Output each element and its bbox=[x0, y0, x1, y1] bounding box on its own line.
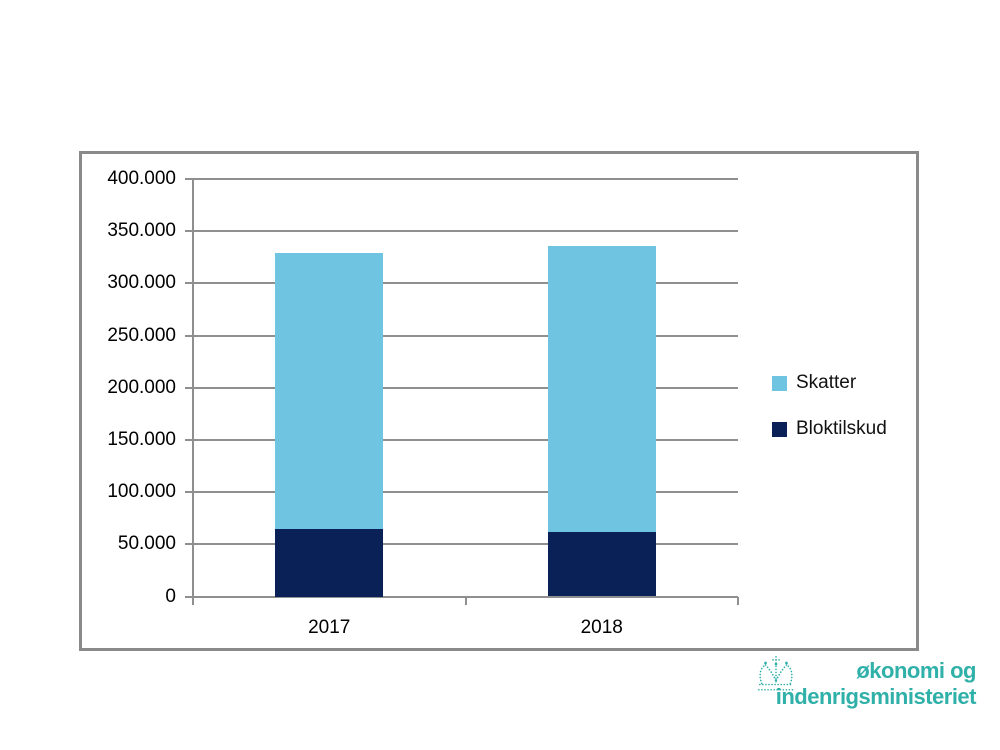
legend-label: Bloktilskud bbox=[796, 418, 887, 439]
bar-segment-bloktilskud-2017 bbox=[275, 528, 384, 597]
legend: Skatter Bloktilskud bbox=[772, 372, 887, 464]
legend-swatch bbox=[772, 375, 787, 391]
y-axis-label: 50.000 bbox=[117, 533, 176, 555]
y-axis-label: 0 bbox=[165, 585, 176, 607]
y-tick bbox=[185, 230, 193, 233]
y-axis-label: 100.000 bbox=[107, 481, 176, 503]
gridline bbox=[193, 230, 738, 233]
logo-line2: indenrigsministeriet bbox=[775, 684, 977, 709]
y-axis-label: 350.000 bbox=[107, 220, 176, 242]
x-axis-label: 2017 bbox=[308, 616, 351, 638]
chart-frame: 400.000 350.000 300.000 250.000 200.000 150.0… bbox=[79, 151, 919, 651]
gridline bbox=[193, 178, 738, 180]
bar-segment-skatter-2017 bbox=[275, 253, 384, 529]
legend-item-skatter: Skatter bbox=[772, 372, 887, 394]
gridline bbox=[193, 282, 738, 285]
bar-segment-bloktilskud-2018 bbox=[547, 531, 656, 597]
gridline bbox=[193, 438, 738, 441]
x-tick bbox=[464, 596, 467, 605]
legend-item-bloktilskud: Bloktilskud bbox=[772, 418, 887, 440]
y-tick bbox=[185, 178, 193, 180]
y-axis-label: 300.000 bbox=[107, 272, 176, 294]
y-axis-label: 150.000 bbox=[107, 428, 176, 450]
y-axis-label: 250.000 bbox=[107, 324, 176, 346]
logo-text: økonomi og indenrigsministeriet bbox=[750, 658, 977, 710]
y-axis-label: 400.000 bbox=[107, 168, 176, 189]
gridline bbox=[193, 543, 738, 546]
y-tick bbox=[185, 386, 193, 389]
legend-swatch bbox=[772, 421, 787, 437]
x-tick bbox=[192, 596, 194, 605]
y-tick bbox=[185, 438, 193, 441]
y-tick bbox=[185, 543, 193, 546]
y-axis-line bbox=[192, 179, 194, 605]
legend-label: Skatter bbox=[796, 372, 857, 393]
x-tick bbox=[737, 596, 739, 605]
y-axis-label: 200.000 bbox=[107, 376, 176, 398]
logo-line1: økonomi og bbox=[856, 658, 976, 683]
ministry-logo: økonomi og indenrigsministeriet bbox=[750, 651, 977, 725]
y-tick bbox=[185, 595, 193, 598]
y-tick bbox=[185, 282, 193, 285]
bar-segment-skatter-2018 bbox=[547, 245, 656, 532]
y-tick bbox=[185, 334, 193, 337]
gridline bbox=[193, 491, 738, 494]
y-tick bbox=[185, 491, 193, 494]
crown-icon bbox=[758, 656, 794, 691]
x-axis-label: 2018 bbox=[580, 616, 623, 638]
gridline bbox=[193, 386, 738, 389]
gridline bbox=[193, 334, 738, 337]
